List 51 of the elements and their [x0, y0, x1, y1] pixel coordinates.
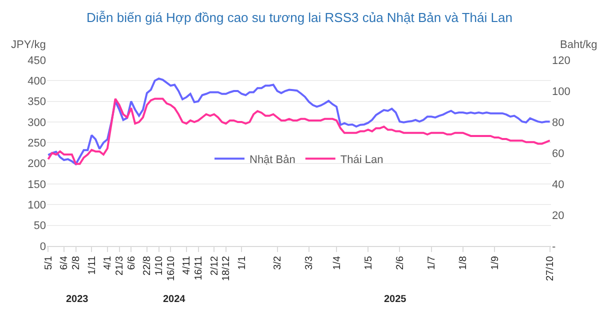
- y2-tick-label: 20: [552, 210, 564, 222]
- text: 2024: [163, 294, 186, 305]
- y-axis-title: JPY/kg: [11, 39, 46, 51]
- y2-tick-label: -: [552, 240, 556, 253]
- x-tick-label: 1/8: [458, 256, 470, 270]
- y2-tick-label: 60: [552, 148, 564, 160]
- x-tick-label: 2/6: [394, 256, 406, 270]
- x-tick-label: 6/6: [126, 256, 138, 270]
- x-tick-label: 21/3: [114, 256, 126, 276]
- y-tick-label: 100: [28, 200, 46, 212]
- x-tick-label: 16/10: [166, 256, 177, 282]
- y2-tick-label: 100: [552, 86, 570, 98]
- x-tick-label: 16/11: [194, 256, 205, 280]
- y-tick-label: 250: [28, 138, 46, 150]
- x-tick-label: 4/1: [102, 256, 114, 270]
- x-tick-label: 27/10: [545, 256, 556, 282]
- y2-tick-label: 40: [552, 178, 564, 191]
- legend-label: Thái Lan: [340, 154, 384, 166]
- chart-title: Diễn biến giá Hợp đồng cao su tương lai RSS3 của Nhật Bản và Thái Lan: [86, 10, 512, 25]
- y-tick-label: 450: [28, 54, 46, 67]
- y2-tick-label: 120: [552, 54, 570, 67]
- x-tick-label: 6/4: [59, 256, 70, 270]
- x-tick-label: 2/12: [209, 256, 220, 276]
- x-tick-label: 5/1: [43, 256, 54, 270]
- y-tick-label: 50: [34, 220, 46, 232]
- x-tick-label: 1/1: [236, 256, 248, 270]
- x-tick-label: 2/8: [71, 256, 82, 270]
- x-tick-label: 1/7: [426, 256, 438, 270]
- y2-tick-label: 80: [552, 116, 564, 129]
- x-tick-label: 1/4: [332, 256, 343, 270]
- x-tick-label: 1/9: [490, 256, 501, 270]
- text: 2025: [384, 294, 407, 305]
- x-tick-label: 1/11: [86, 256, 98, 275]
- line-series: [47, 98, 551, 165]
- line-series: [47, 78, 551, 166]
- x-tick-label: 3/3: [304, 256, 316, 270]
- y-tick-label: 350: [28, 96, 46, 108]
- x-tick-label: 1/10: [154, 256, 166, 276]
- x-tick-label: 22/8: [142, 256, 154, 276]
- x-tick-label: 18/12: [221, 256, 232, 282]
- y-tick-label: 0: [40, 240, 46, 253]
- x-tick-label: 4/11: [182, 256, 193, 275]
- y-tick-label: 200: [28, 158, 46, 170]
- x-tick-label: 1/5: [363, 256, 374, 270]
- y-tick-label: 400: [28, 76, 46, 88]
- y-tick-label: 150: [28, 178, 46, 191]
- text: 2023: [66, 294, 89, 305]
- x-tick-label: 3/2: [272, 256, 284, 270]
- y-tick-label: 300: [28, 116, 46, 129]
- y2-axis-title: Baht/kg: [560, 39, 598, 51]
- legend-label: Nhật Bản: [250, 154, 296, 166]
